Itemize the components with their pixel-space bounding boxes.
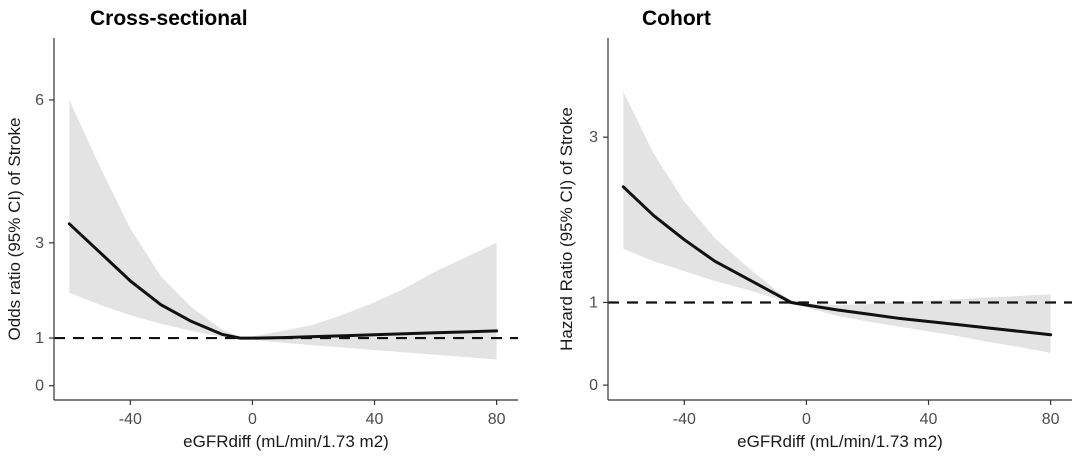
estimate-line — [67, 222, 499, 340]
y-tick-label: 1 — [589, 294, 598, 311]
chart-title: Cross-sectional — [90, 7, 248, 30]
x-tick-label: 40 — [366, 411, 384, 428]
confidence-band — [69, 99, 497, 360]
y-tick-label: 6 — [35, 92, 44, 109]
y-axis-title: Odds ratio (95% CI) of Stroke — [5, 118, 24, 341]
x-tick-label: -40 — [119, 411, 142, 428]
y-tick-label: 3 — [35, 235, 44, 252]
y-axis-title: Hazard Ratio (95% CI) of Stroke — [557, 107, 576, 351]
confidence-band — [623, 91, 1051, 353]
x-axis-title: eGFRdiff (mL/min/1.73 m2) — [737, 432, 943, 451]
estimate-line — [621, 185, 1053, 337]
x-tick-label: 0 — [248, 411, 257, 428]
x-tick-label: 80 — [1042, 411, 1060, 428]
x-tick-label: 40 — [920, 411, 938, 428]
chart-panel-cohort: Cohort 0 1 3 -40 0 40 80 eGFRdiff (mL/min/1.73 m… — [557, 7, 1072, 451]
y-tick-label: 3 — [589, 129, 598, 146]
y-tick-label: 0 — [589, 377, 598, 394]
chart-title: Cohort — [642, 7, 711, 30]
y-tick-label: 0 — [35, 378, 44, 395]
chart-panel-cross-sectional: Cross-sectional 0 1 3 6 -40 0 40 80 eGFRdiff (mL/… — [5, 7, 518, 451]
x-tick-label: -40 — [673, 411, 696, 428]
y-tick-label: 1 — [35, 330, 44, 347]
x-tick-label: 0 — [802, 411, 811, 428]
x-axis-title: eGFRdiff (mL/min/1.73 m2) — [183, 432, 389, 451]
x-tick-label: 80 — [488, 411, 506, 428]
